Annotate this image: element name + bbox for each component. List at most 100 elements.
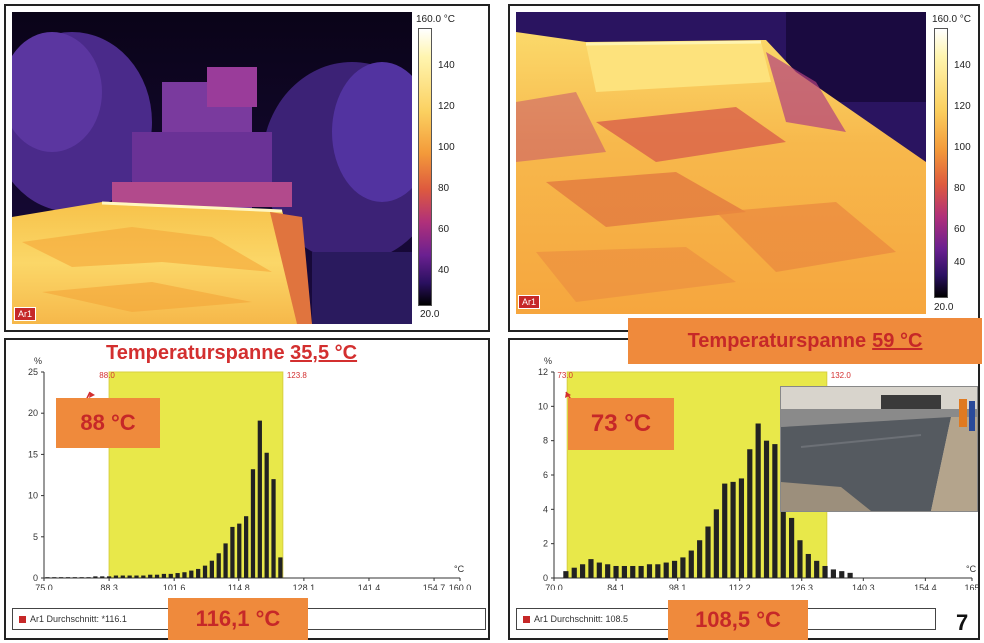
y-tick-label: 20 [28,408,38,418]
histogram-chart-left: 0 5 10 15 20 25% 75.0 88.3 101.6 114.8 128.1 141.4 1… [28,356,472,590]
histogram-bar [588,559,594,578]
scale-max-label-right: 160.0 °C [932,14,972,25]
thermal-image-left [12,12,412,324]
histogram-bar [148,574,153,578]
histogram-bar [100,576,105,578]
histogram-bar [86,577,91,578]
histogram-bar [814,560,820,578]
legend-swatch-left [19,615,26,623]
scale-tick-left: 120 [438,101,455,112]
scale-tick-right: 60 [954,224,966,235]
histogram-panel-left: 0 5 10 15 20 25% 75.0 88.3 101.6 114.8 128.1 141.4 1… [4,338,490,640]
scale-min-label-right: 20.0 [934,302,954,313]
legend-text-right: Ar1 Durchschnitt: 108.5 [534,614,629,624]
scale-tick-left: 100 [438,142,455,153]
histogram-bar [196,568,201,578]
x-tick-label: 84.1 [607,583,625,590]
temp-span-label-left: Temperaturspanne [106,342,285,364]
histogram-bar [127,575,132,578]
road-photo [780,386,978,512]
scale-min-label-left: 20.0 [420,309,440,320]
histogram-bar [655,564,661,578]
thermal-panel-right: 160.0 °C 140 120 100 80 60 40 20.0 Ar1 [508,4,980,332]
histogram-bar [596,562,602,578]
histogram-bar [209,560,214,578]
y-tick-label: 15 [28,449,38,459]
x-tick-label: 98.1 [669,583,687,590]
y-tick-label: 8 [543,436,548,446]
histogram-bar [175,573,180,578]
histogram-bar [730,481,736,578]
x-tick-label: 154.4 [914,583,937,590]
temperature-scale-right [934,28,948,298]
histogram-bar [134,575,139,578]
histogram-bar [182,572,187,578]
histogram-bar [738,478,745,578]
temp-span-title-right: Temperaturspanne 59 °C [628,318,982,364]
histogram-bar [202,565,208,578]
histogram-bar [223,543,228,578]
histogram-bar [106,576,112,578]
x-tick-label: 165 [964,583,978,590]
histogram-bar [638,565,644,578]
histogram-bar [189,570,194,578]
legend-swatch-right [523,615,530,623]
temp-span-label-right: Temperaturspanne [687,329,867,352]
histogram-bar [120,575,125,578]
x-tick-label: 75.0 [35,583,53,590]
y-tick-label: 4 [543,504,548,514]
y-tick-label: 0 [543,573,548,583]
low-temp-callout-left: 88 °C [56,398,160,448]
histogram-bar [671,560,678,578]
histogram-bar [79,577,84,578]
scale-tick-left: 80 [438,183,450,194]
histogram-bar [713,509,719,578]
temp-span-value-right: 59 °C [872,329,923,352]
range-low-label: 88.0 [99,371,115,380]
scale-tick-right: 140 [954,60,971,71]
histogram-bar [237,523,242,578]
page-number: 7 [956,610,969,635]
range-high-label: 123.8 [287,371,308,380]
thermal-image-right [516,12,926,314]
histogram-bar [763,440,770,578]
avg-temp-callout-left: 116,1 °C [168,598,308,640]
x-tick-label: 141.4 [358,583,381,590]
temp-span-value-left: 35,5 °C [290,342,358,364]
histogram-bar [822,565,828,578]
x-tick-label: 160.0 [449,583,472,590]
x-axis-label: °C [966,564,977,574]
x-tick-label: 101.6 [163,583,186,590]
histogram-panel-right: 0 2 4 6 8 10 12% 70.0 84.1 98.1 112.2 126.3 140.3 154… [508,338,980,640]
histogram-bar [680,557,686,578]
legend-text-left: Ar1 Durchschnitt: *116.1 [30,614,127,624]
histogram-bar [747,449,753,578]
histogram-bar [630,565,636,578]
histogram-bar [161,573,167,578]
range-high-label: 132.0 [831,371,852,380]
histogram-bar [705,526,711,578]
histogram-bar [113,575,119,578]
y-tick-label: 0 [33,573,38,583]
y-tick-label: 12 [538,367,548,377]
histogram-bar [563,571,569,578]
histogram-bar [780,478,786,578]
histogram-bar [830,569,836,578]
histogram-bar [244,516,249,578]
low-temp-arrow-right-head [565,392,571,398]
y-tick-label: 25 [28,367,38,377]
histogram-bar [697,540,703,578]
histogram-bar [613,565,619,578]
histogram-bar [271,479,276,578]
scale-tick-left: 40 [438,265,450,276]
histogram-bar [688,550,694,578]
avg-temp-callout-right: 108,5 °C [668,600,808,640]
histogram-bar [847,572,853,578]
y-tick-label: 10 [538,401,548,411]
histogram-bar [59,577,64,578]
histogram-bar [250,469,256,578]
x-tick-label: 154.7 [423,583,446,590]
histogram-bar [722,483,728,578]
histogram-bar [772,444,778,578]
histogram-bar [797,540,803,578]
